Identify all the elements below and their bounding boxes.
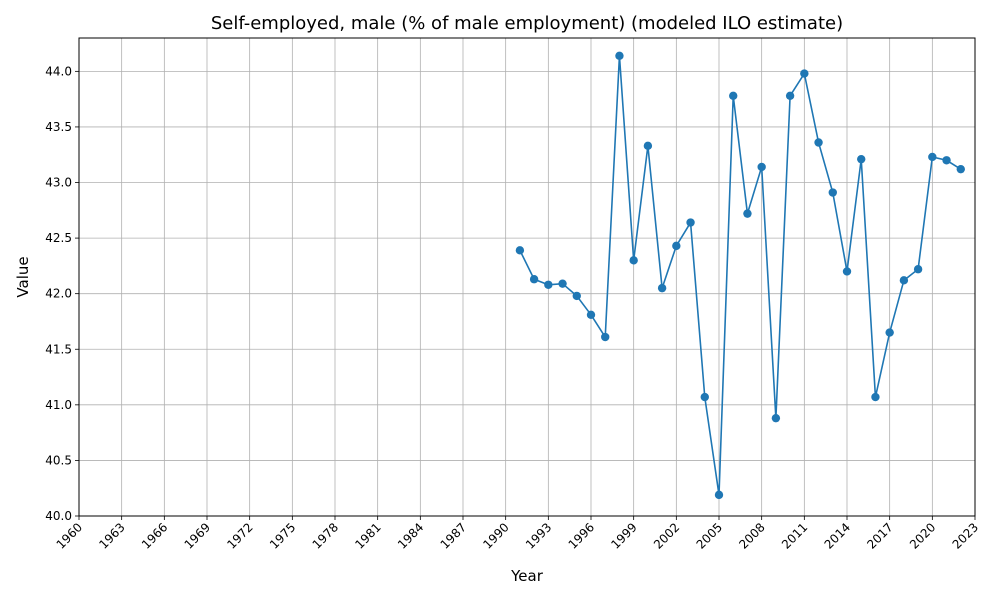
- y-tick-label: 43.0: [45, 176, 72, 190]
- data-point: [672, 241, 681, 251]
- data-point: [913, 265, 923, 274]
- y-tick-label: 44.0: [45, 64, 72, 78]
- data-point: [572, 291, 581, 301]
- y-axis-label: Value: [14, 256, 32, 297]
- chart-title: Self-employed, male (% of male employmen…: [211, 13, 843, 34]
- y-tick-label: 43.5: [45, 120, 72, 134]
- data-point: [871, 392, 880, 402]
- y-tick-label: 42.0: [45, 287, 72, 301]
- data-point: [586, 310, 596, 319]
- y-tick-label: 41.5: [45, 342, 72, 356]
- data-point: [928, 152, 937, 162]
- data-point: [601, 332, 610, 342]
- data-point: [885, 328, 894, 337]
- data-point: [899, 276, 909, 285]
- data-point: [529, 275, 539, 284]
- data-point: [956, 164, 965, 174]
- data-point: [629, 256, 638, 265]
- data-point: [842, 267, 852, 276]
- data-point: [686, 218, 695, 227]
- data-point: [814, 138, 823, 147]
- data-point: [771, 413, 781, 423]
- data-point: [828, 188, 837, 197]
- data-point: [800, 69, 809, 78]
- plot-frame: [78, 37, 976, 517]
- y-axis-ticks: 40.0 40.5 41.0 41.5 42.0 42.5 43.0 43.5 44.0: [45, 64, 79, 523]
- x-axis-label: Year: [510, 567, 544, 585]
- data-point: [515, 246, 525, 255]
- y-tick-label: 40.5: [45, 453, 72, 467]
- data-point: [657, 283, 667, 293]
- y-tick-label: 42.5: [45, 231, 72, 245]
- data-point: [643, 141, 653, 151]
- data-point: [615, 51, 624, 60]
- data-point: [743, 209, 752, 218]
- data-point: [544, 280, 553, 289]
- data-point: [942, 156, 951, 165]
- data-point: [857, 154, 866, 164]
- data-point: [785, 91, 795, 101]
- y-tick-label: 41.0: [45, 398, 72, 412]
- data-point: [700, 392, 709, 402]
- data-point: [558, 279, 567, 288]
- series-line: [519, 55, 962, 495]
- data-point: [714, 490, 724, 500]
- data-point: [729, 91, 738, 101]
- y-tick-label: 40.0: [45, 509, 72, 523]
- data-point: [757, 162, 766, 172]
- data-series: [515, 51, 965, 500]
